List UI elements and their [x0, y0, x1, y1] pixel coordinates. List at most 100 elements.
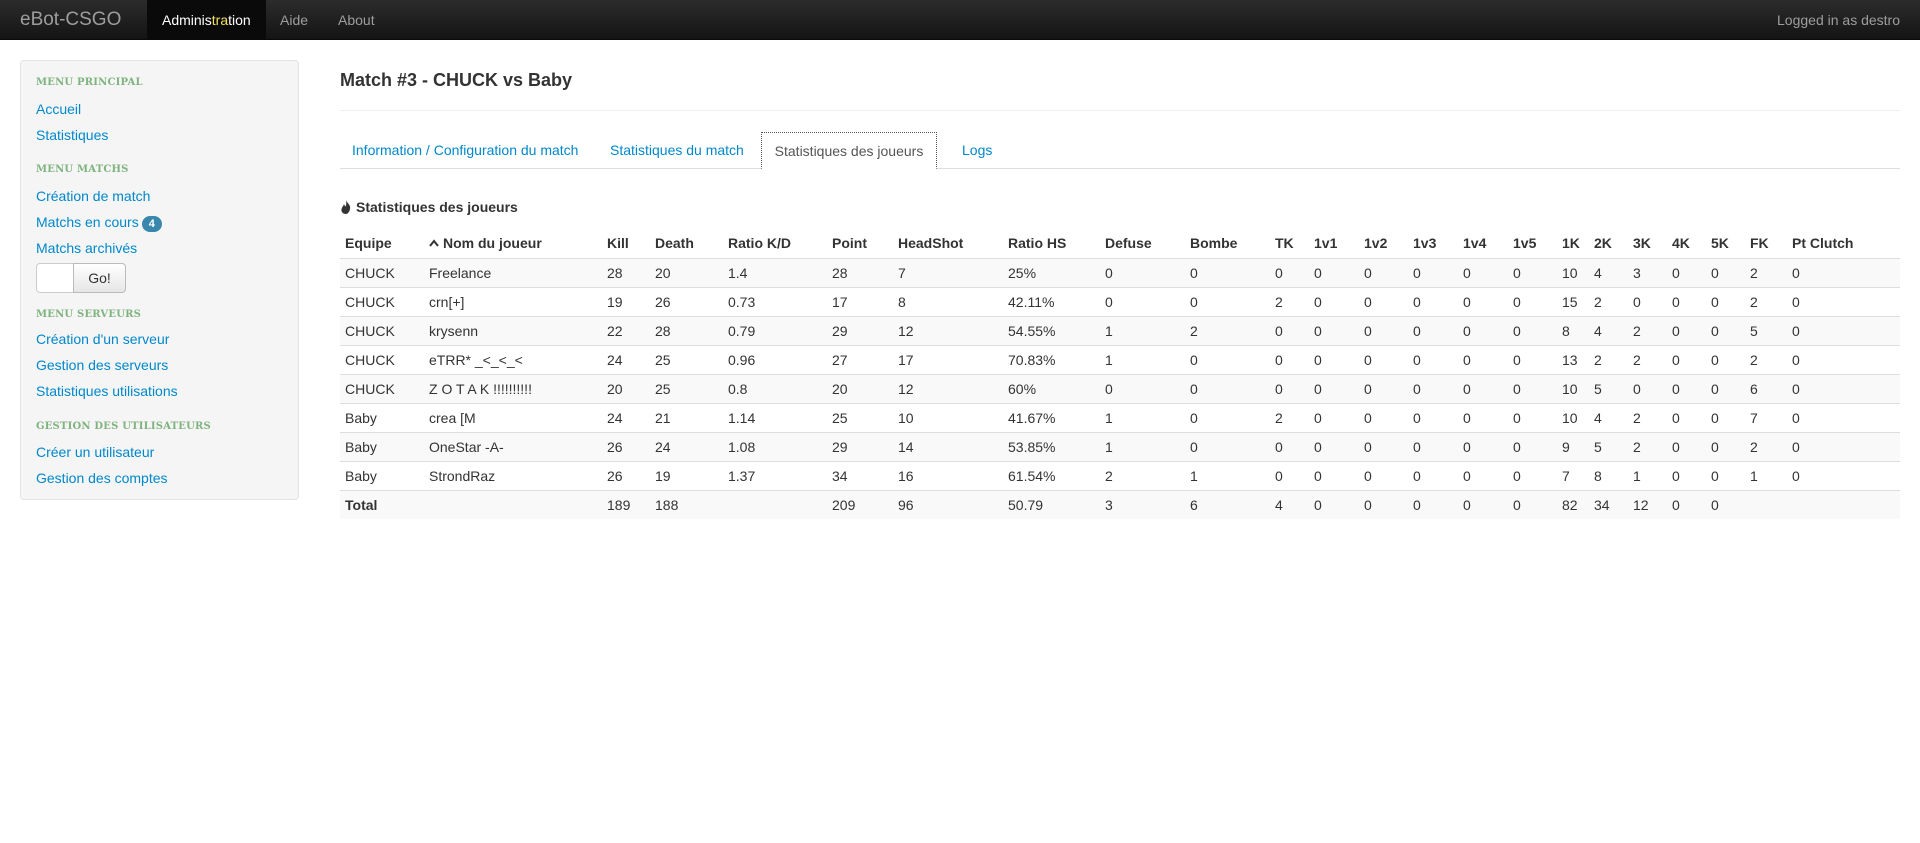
sidebar-item-creation-serveur[interactable]: Création d'un serveur — [36, 331, 170, 347]
table-cell: 26 — [602, 460, 650, 490]
tab-information-configuration[interactable]: Information / Configuration du match — [352, 142, 579, 158]
table-cell: 1.14 — [723, 402, 827, 432]
table-cell: 0 — [1309, 373, 1359, 403]
table-cell: 20 — [827, 373, 893, 403]
nav-administration[interactable]: Administration — [147, 0, 266, 40]
column-header[interactable]: Ratio K/D — [723, 228, 827, 258]
column-header[interactable]: 1v4 — [1458, 228, 1508, 258]
table-cell: 5 — [1589, 373, 1628, 403]
table-cell: 28 — [602, 257, 650, 287]
table-cell: 1.08 — [723, 431, 827, 461]
table-cell: 5 — [1745, 315, 1787, 345]
column-header[interactable]: FK — [1745, 228, 1787, 258]
table-cell: 53.85% — [1003, 431, 1100, 461]
table-cell: 25 — [827, 402, 893, 432]
total-cell: 50.79 — [1003, 489, 1100, 519]
table-cell: 61.54% — [1003, 460, 1100, 490]
table-cell: 8 — [1557, 315, 1589, 345]
column-header[interactable]: 1K — [1557, 228, 1589, 258]
table-cell: 2 — [1589, 344, 1628, 374]
go-button[interactable]: Go! — [73, 263, 126, 293]
table-cell: 0 — [1458, 402, 1508, 432]
table-cell: 2 — [1745, 286, 1787, 316]
table-cell: 0 — [1309, 257, 1359, 287]
column-header[interactable]: 1v2 — [1359, 228, 1408, 258]
table-cell: 0 — [1458, 373, 1508, 403]
table-cell: 7 — [893, 257, 1003, 287]
column-header[interactable]: Ratio HS — [1003, 228, 1100, 258]
table-row: CHUCK crn[+] 19 26 0.73 17 8 42.11% 0 0 2 0 0 0 0 0 15 2 0… — [340, 286, 1900, 316]
table-cell: 29 — [827, 431, 893, 461]
column-header[interactable]: 3K — [1628, 228, 1667, 258]
table-cell: 0 — [1628, 373, 1667, 403]
go-input[interactable] — [36, 263, 74, 293]
section-title: Statistiques des joueurs — [340, 199, 518, 215]
table-cell: 25 — [650, 373, 723, 403]
table-cell: 2 — [1185, 315, 1270, 345]
total-cell: 209 — [827, 489, 893, 519]
column-header[interactable]: Pt Clutch — [1787, 228, 1900, 258]
column-header[interactable]: Point — [827, 228, 893, 258]
table-cell: 0 — [1100, 373, 1185, 403]
column-header[interactable]: 2K — [1589, 228, 1628, 258]
table-cell: 5 — [1589, 431, 1628, 461]
column-header[interactable]: Bombe — [1185, 228, 1270, 258]
column-header[interactable]: 1v1 — [1309, 228, 1359, 258]
sidebar-item-accueil[interactable]: Accueil — [36, 101, 82, 117]
column-header[interactable]: Equipe — [340, 228, 424, 258]
brand-logo[interactable]: eBot-CSGO — [20, 9, 122, 30]
table-cell: 0 — [1787, 431, 1900, 461]
table-cell: 0 — [1508, 315, 1557, 345]
column-header[interactable]: 4K — [1667, 228, 1706, 258]
table-cell: 0 — [1458, 431, 1508, 461]
table-cell: CHUCK — [340, 257, 424, 287]
table-header-row: Equipe Nom du joueur Kill Death Ratio K/D Poi… — [340, 228, 1900, 258]
table-row: CHUCK krysenn 22 28 0.79 29 12 54.55% 1 2 0 0 0 0 0 0 8 4… — [340, 315, 1900, 345]
total-cell: 0 — [1458, 489, 1508, 519]
table-cell: 0 — [1359, 431, 1408, 461]
table-cell: 0 — [1185, 286, 1270, 316]
table-cell: 1.4 — [723, 257, 827, 287]
table-cell: 10 — [1557, 373, 1589, 403]
table-cell: 1 — [1745, 460, 1787, 490]
total-cell: 6 — [1185, 489, 1270, 519]
sidebar-item-statistiques-utilisations[interactable]: Statistiques utilisations — [36, 383, 178, 399]
sidebar-item-statistiques[interactable]: Statistiques — [36, 127, 109, 143]
sidebar-item-creer-utilisateur[interactable]: Créer un utilisateur — [36, 444, 155, 460]
column-header-label: 1v3 — [1413, 234, 1437, 251]
table-cell: 10 — [893, 402, 1003, 432]
table-cell: 22 — [602, 315, 650, 345]
table-cell: 0 — [1359, 460, 1408, 490]
table-cell: CHUCK — [340, 286, 424, 316]
tab-statistiques-match[interactable]: Statistiques du match — [610, 142, 744, 158]
sidebar-item-matchs-en-cours[interactable]: Matchs en cours 4 — [36, 214, 162, 232]
table-cell: 0 — [1787, 315, 1900, 345]
sidebar-item-matchs-archives[interactable]: Matchs archivés — [36, 240, 138, 256]
column-header[interactable]: HeadShot — [893, 228, 1003, 258]
table-cell: 0.8 — [723, 373, 827, 403]
nav-aide[interactable]: Aide — [280, 12, 309, 28]
table-cell: 0.79 — [723, 315, 827, 345]
column-header[interactable]: 5K — [1706, 228, 1745, 258]
tab-statistiques-joueurs[interactable]: Statistiques des joueurs — [761, 132, 937, 169]
table-cell: 0 — [1706, 460, 1745, 490]
column-header[interactable]: 1v5 — [1508, 228, 1557, 258]
sidebar-item-creation-match[interactable]: Création de match — [36, 188, 151, 204]
column-header[interactable]: Defuse — [1100, 228, 1185, 258]
total-cell: 0 — [1359, 489, 1408, 519]
sidebar-item-gestion-serveurs[interactable]: Gestion des serveurs — [36, 357, 169, 373]
column-header[interactable]: Nom du joueur — [424, 228, 602, 258]
column-header[interactable]: Kill — [602, 228, 650, 258]
nav-about[interactable]: About — [338, 12, 375, 28]
sidebar-item-gestion-comptes[interactable]: Gestion des comptes — [36, 470, 168, 486]
top-navbar: eBot-CSGO Administration Aide About Logg… — [0, 0, 1920, 40]
table-cell: 1 — [1100, 402, 1185, 432]
column-header[interactable]: 1v3 — [1408, 228, 1458, 258]
total-label: Total — [340, 489, 424, 519]
column-header[interactable]: TK — [1270, 228, 1309, 258]
tab-logs[interactable]: Logs — [962, 142, 993, 158]
table-cell: 0 — [1458, 315, 1508, 345]
table-cell: StrondRaz — [424, 460, 602, 490]
column-header[interactable]: Death — [650, 228, 723, 258]
sort-up-icon[interactable] — [429, 239, 439, 247]
